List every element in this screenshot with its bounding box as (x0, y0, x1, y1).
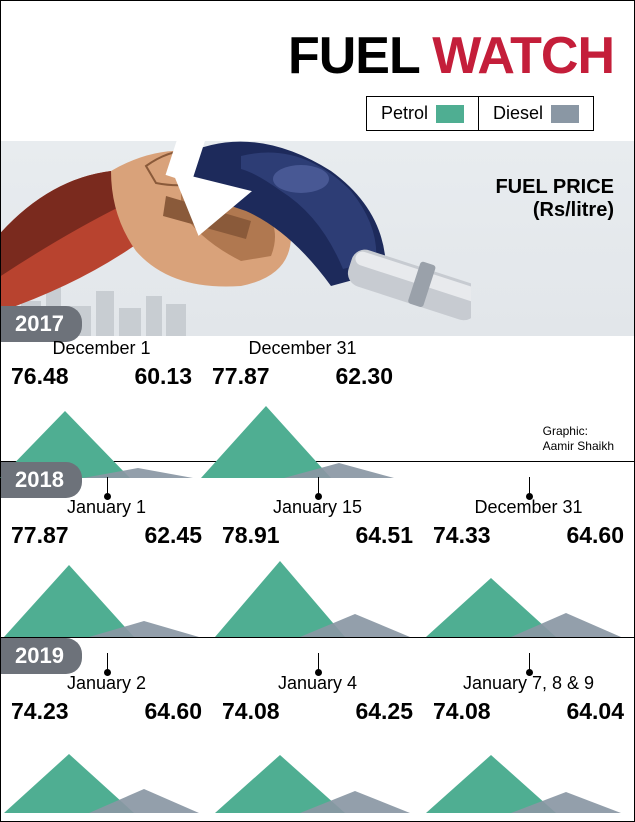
legend-swatch-petrol (436, 105, 464, 123)
value-pair: 74.3364.60 (423, 522, 634, 549)
value-pair: 76.4860.13 (1, 363, 202, 390)
petrol-value: 76.48 (1, 363, 102, 390)
value-pair: 78.9164.51 (212, 522, 423, 549)
value-pair: 74.0864.25 (212, 698, 423, 725)
year-row-2019: 2019 January 274.2364.60January 474.0864… (1, 638, 634, 813)
entry: January 2 74.2364.60 (1, 673, 212, 813)
price-label-line1: FUEL PRICE (495, 176, 614, 199)
year-row-2018: 2018 January 177.8762.45January 1578.916… (1, 462, 634, 637)
diesel-triangle (89, 621, 199, 637)
connector-line (529, 477, 530, 497)
entry: January 7, 8 & 9 74.0864.04 (423, 673, 634, 813)
legend-swatch-diesel (551, 105, 579, 123)
triangle-pair (212, 557, 423, 637)
value-pair: 74.0864.04 (423, 698, 634, 725)
date-label: January 1 (1, 497, 212, 518)
entry: December 31 74.3364.60 (423, 497, 634, 637)
diesel-triangle (511, 792, 621, 813)
date-label: December 31 (423, 497, 634, 518)
date-label: January 7, 8 & 9 (423, 673, 634, 694)
date-label: January 4 (212, 673, 423, 694)
date-label: December 1 (1, 338, 202, 359)
entry: January 15 78.9164.51 (212, 497, 423, 637)
petrol-value: 74.08 (212, 698, 318, 725)
date-label: January 15 (212, 497, 423, 518)
triangle-pair (212, 733, 423, 813)
diesel-value: 64.60 (107, 698, 213, 725)
connector-line (318, 653, 319, 673)
connector-line (318, 477, 319, 497)
diesel-triangle (89, 789, 199, 813)
connector-line (529, 653, 530, 673)
year-tag: 2019 (1, 638, 82, 674)
diesel-value: 62.30 (303, 363, 404, 390)
diesel-value: 64.04 (529, 698, 635, 725)
date-label: December 31 (202, 338, 403, 359)
diesel-value: 64.51 (318, 522, 424, 549)
credit-line2: Aamir Shaikh (543, 439, 614, 453)
credit-line1: Graphic: (543, 424, 588, 438)
diesel-triangle (300, 614, 410, 637)
petrol-value: 74.23 (1, 698, 107, 725)
entries-2017: December 176.4860.13December 3177.8762.3… (1, 338, 634, 478)
connector-line (107, 653, 108, 673)
entries-2018: January 177.8762.45January 1578.9164.51D… (1, 497, 634, 637)
date-label: January 2 (1, 673, 212, 694)
petrol-value: 78.91 (212, 522, 318, 549)
entry: December 1 76.4860.13 (1, 338, 202, 478)
triangle-pair (423, 733, 634, 813)
diesel-value: 62.45 (107, 522, 213, 549)
triangle-pair (1, 557, 212, 637)
connector-line (107, 477, 108, 497)
value-pair: 77.8762.30 (202, 363, 403, 390)
legend: Petrol Diesel (366, 96, 594, 131)
diesel-value: 64.60 (529, 522, 635, 549)
chart-title: FUEL WATCH (288, 26, 614, 86)
hero-region: FUEL WATCH Petrol Diesel FUEL PRICE (Rs/… (1, 1, 634, 336)
diesel-value: 60.13 (102, 363, 203, 390)
year-row-2017: 2017 December 176.4860.13December 3177.8… (1, 306, 634, 461)
diesel-triangle (300, 791, 410, 813)
graphic-credit: Graphic: Aamir Shaikh (543, 424, 614, 453)
legend-item-petrol: Petrol (367, 97, 478, 130)
entry: January 4 74.0864.25 (212, 673, 423, 813)
legend-item-diesel: Diesel (478, 97, 593, 130)
entries-2019: January 274.2364.60January 474.0864.25Ja… (1, 673, 634, 813)
diesel-triangle (511, 613, 621, 637)
title-word-2: WATCH (432, 27, 614, 85)
value-pair: 74.2364.60 (1, 698, 212, 725)
petrol-value: 77.87 (202, 363, 303, 390)
entry: January 1 77.8762.45 (1, 497, 212, 637)
petrol-value: 74.33 (423, 522, 529, 549)
title-word-1: FUEL (288, 27, 419, 85)
legend-label-diesel: Diesel (493, 103, 543, 124)
price-label-line2: (Rs/litre) (495, 199, 614, 222)
value-pair: 77.8762.45 (1, 522, 212, 549)
year-tag: 2018 (1, 462, 82, 498)
petrol-value: 74.08 (423, 698, 529, 725)
petrol-value: 77.87 (1, 522, 107, 549)
triangle-pair (423, 557, 634, 637)
entry: December 31 77.8762.30 (202, 338, 403, 478)
entry (403, 338, 604, 478)
year-tag: 2017 (1, 306, 82, 342)
triangle-pair (1, 733, 212, 813)
legend-label-petrol: Petrol (381, 103, 428, 124)
diesel-value: 64.25 (318, 698, 424, 725)
price-unit-label: FUEL PRICE (Rs/litre) (495, 176, 614, 222)
